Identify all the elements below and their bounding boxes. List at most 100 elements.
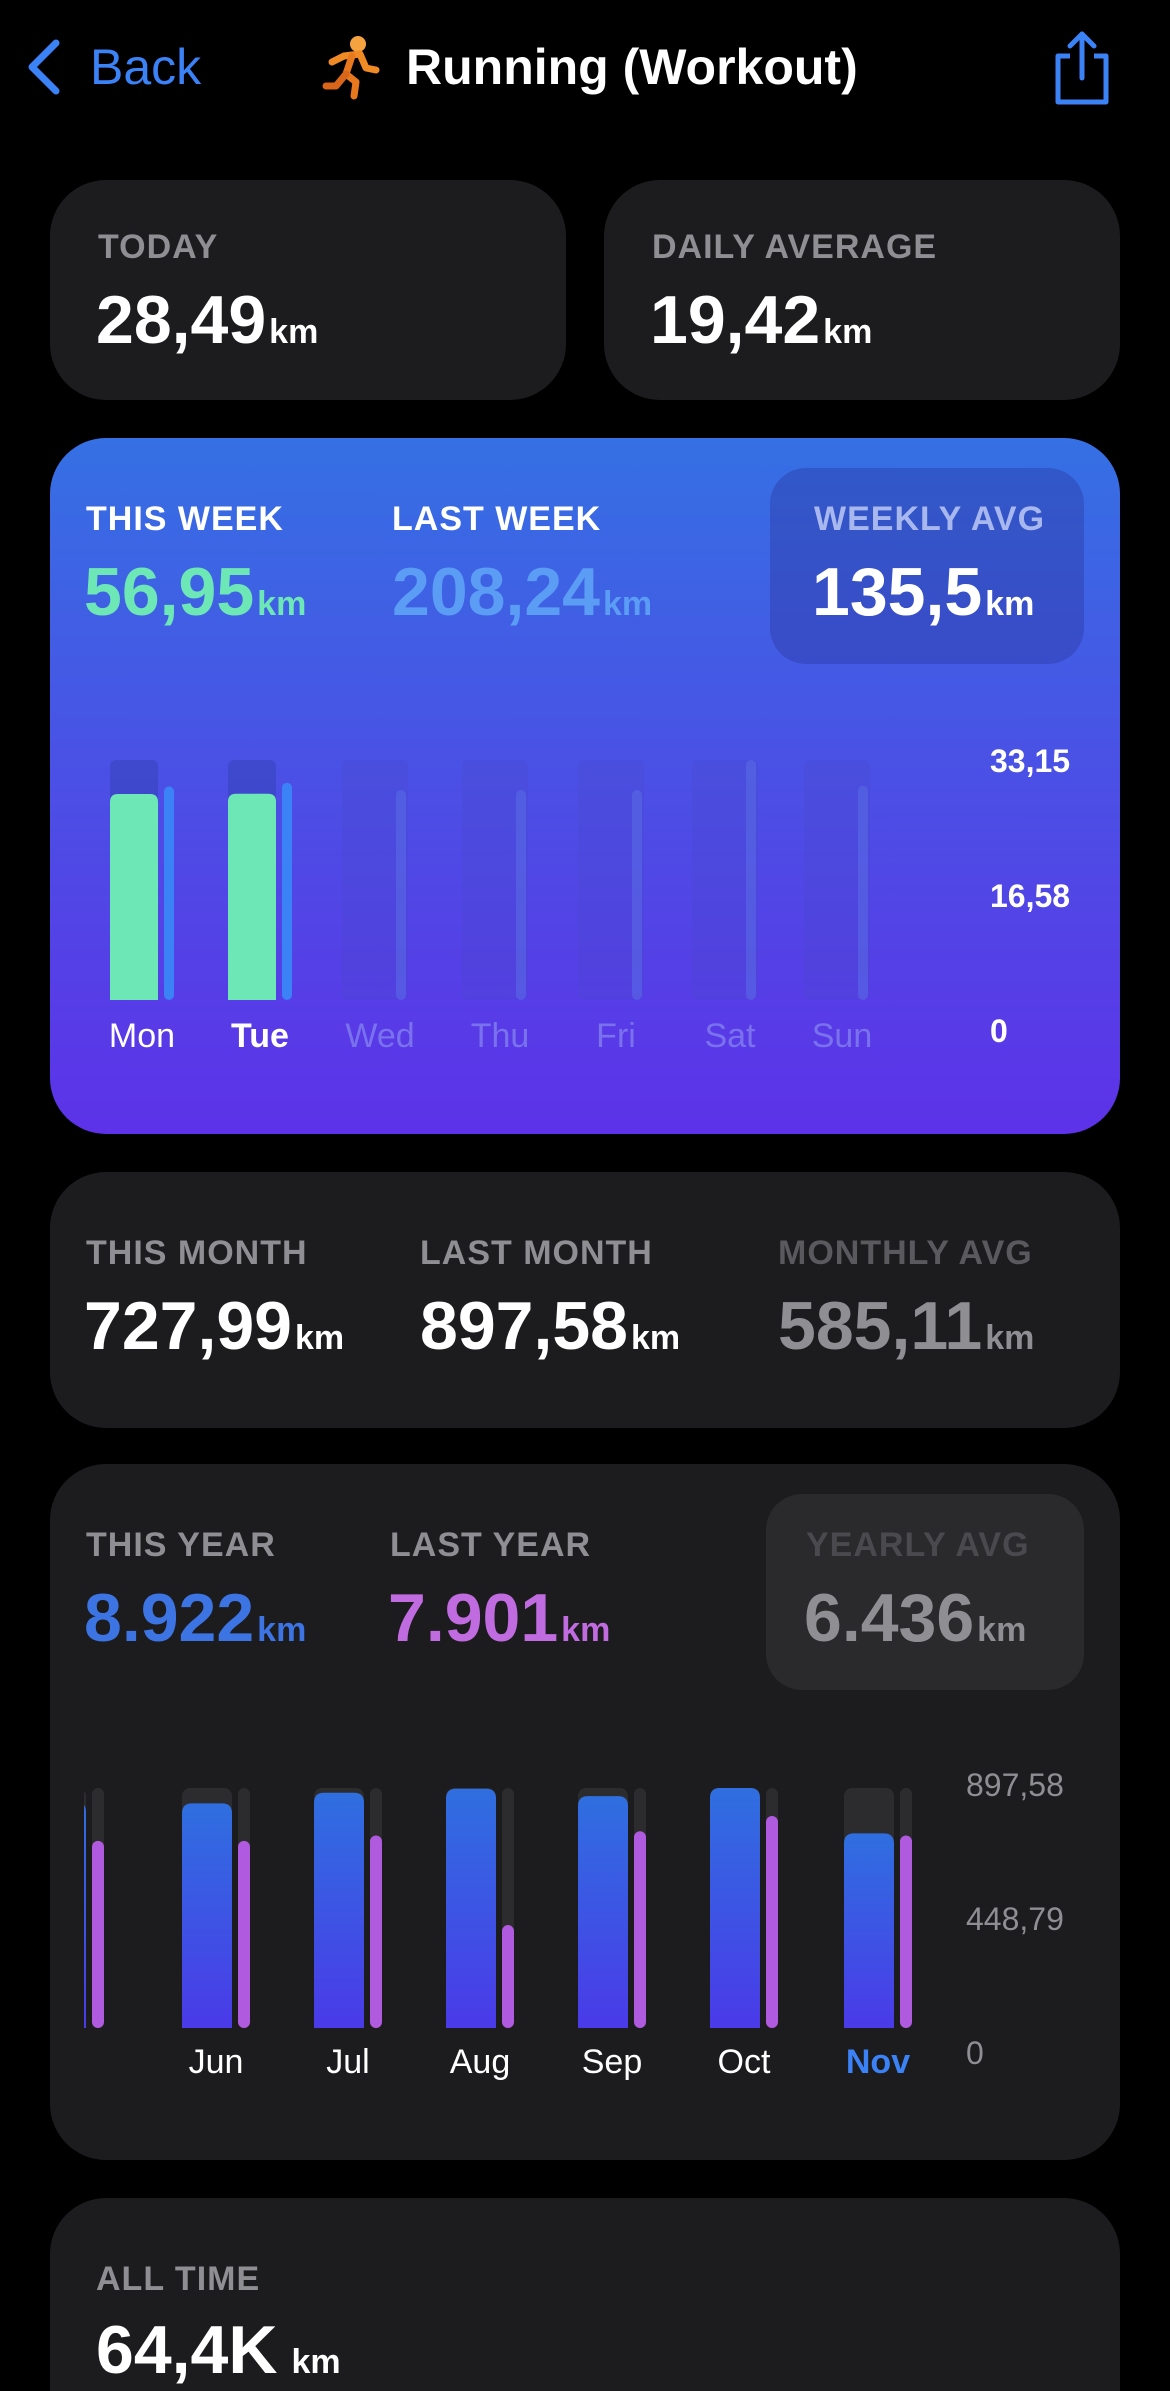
daily-average-unit: km: [823, 313, 873, 351]
week-label-sun: Sun: [812, 1017, 873, 1055]
last-year-bar-sep: [634, 1831, 646, 2028]
last-year-bar-nov: [900, 1835, 912, 2028]
this-year-bar-jul: [314, 1792, 364, 2028]
this-year-value: 8.922km: [84, 1584, 306, 1652]
yearly-avg-box: [766, 1494, 1084, 1690]
last-year-value: 7.901km: [388, 1584, 610, 1652]
weekly-avg-label: WEEKLY AVG: [814, 500, 1046, 538]
last-year-bar-oct: [766, 1815, 778, 2028]
last-month-label: LAST MONTH: [420, 1234, 653, 1272]
last-year-bar-jul: [370, 1835, 382, 2028]
week-label-tue: Tue: [231, 1017, 289, 1055]
last-week-label: LAST WEEK: [392, 500, 602, 538]
chevron-left-icon: [28, 39, 60, 95]
this-week-label: THIS WEEK: [86, 500, 284, 538]
daily-average-label: DAILY AVERAGE: [652, 228, 938, 266]
last-week-bar-fri: [632, 790, 642, 1000]
year-label-sep: Sep: [582, 2043, 643, 2081]
week-track-thu: [462, 760, 528, 1000]
back-label: Back: [90, 39, 202, 95]
week-y-tick: 33,15: [990, 743, 1070, 779]
this-year-bar-nov: [844, 1833, 894, 2028]
weekly-avg-value: 135,5km: [812, 558, 1034, 626]
monthly-avg-number: 585,11: [778, 1288, 983, 1364]
this-year-bar-aug: [446, 1788, 496, 2028]
yearly-bar-chart: ay Jun Jul Aug Sep Oct Nov 897,58 448,79 0: [50, 1767, 1064, 2081]
year-label-jul: Jul: [326, 2043, 369, 2081]
yearly-avg-unit: km: [977, 1611, 1027, 1649]
yearly-card[interactable]: THIS YEAR 8.922km LAST YEAR 7.901km YEAR…: [50, 1464, 1120, 2160]
all-time-card[interactable]: ALL TIME 64,4K km: [50, 2198, 1120, 2391]
week-label-mon: Mon: [109, 1017, 175, 1055]
week-track-fri: [578, 760, 644, 1000]
monthly-avg-unit: km: [985, 1319, 1035, 1357]
last-week-bar-tue: [282, 782, 292, 1000]
year-label-oct: Oct: [718, 2043, 771, 2081]
last-week-number: 208,24: [392, 554, 600, 630]
this-month-value: 727,99km: [84, 1292, 344, 1360]
today-number: 28,49: [96, 282, 267, 358]
last-year-unit: km: [561, 1611, 611, 1649]
year-y-tick: 0: [966, 2035, 984, 2071]
year-label-jun: Jun: [189, 2043, 244, 2081]
this-year-bar-jun: [182, 1803, 232, 2028]
week-label-wed: Wed: [345, 1017, 414, 1055]
last-week-bar-sat: [746, 760, 756, 1000]
last-year-number: 7.901: [388, 1580, 559, 1656]
yearly-avg-number: 6.436: [804, 1580, 975, 1656]
daily-average-value: 19,42km: [650, 286, 872, 354]
this-week-bar-mon: [110, 793, 158, 1000]
this-year-unit: km: [257, 1611, 307, 1649]
this-year-bar-may: [84, 1805, 86, 2028]
all-time-number: 64,4K: [96, 2312, 278, 2388]
weekly-bar-chart: Mon Tue Wed Thu Fri Sat Sun 33,15 16,58 0: [109, 743, 1070, 1055]
all-time-label: ALL TIME: [96, 2260, 261, 2298]
week-y-tick: 16,58: [990, 878, 1070, 914]
running-figure-icon: [322, 36, 380, 100]
last-week-unit: km: [602, 585, 653, 623]
today-unit: km: [269, 313, 319, 351]
share-icon[interactable]: [1050, 28, 1114, 108]
last-year-bar-jun: [238, 1840, 250, 2028]
back-button[interactable]: Back: [24, 34, 201, 100]
week-label-sat: Sat: [704, 1017, 756, 1055]
weekly-avg-box: [770, 468, 1084, 664]
daily-average-card[interactable]: DAILY AVERAGE 19,42km: [604, 180, 1120, 400]
daily-average-number: 19,42: [650, 282, 821, 358]
weekly-avg-number: 135,5: [812, 554, 983, 630]
this-year-number: 8.922: [84, 1580, 255, 1656]
title-group: Running (Workout): [320, 34, 858, 100]
last-week-bar-mon: [164, 786, 174, 1000]
week-track-wed: [342, 760, 408, 1000]
last-week-value: 208,24km: [392, 558, 652, 626]
this-month-number: 727,99: [84, 1288, 292, 1364]
last-week-bar-wed: [396, 790, 406, 1000]
week-track-sat: [692, 760, 758, 1000]
weekly-card[interactable]: THIS WEEK 56,95km LAST WEEK 208,24km WEE…: [50, 438, 1120, 1134]
last-month-value: 897,58km: [420, 1292, 680, 1360]
year-y-tick: 897,58: [966, 1767, 1064, 1803]
this-week-value: 56,95km: [84, 558, 306, 626]
year-track-may: [84, 1790, 86, 2026]
week-track-sun: [804, 760, 870, 1000]
year-label-nov: Nov: [846, 2043, 910, 2081]
last-week-bar-thu: [516, 790, 526, 1000]
nav-header: Back Running (Workout): [0, 0, 1170, 140]
monthly-card[interactable]: THIS MONTH 727,99km LAST MONTH 897,58km …: [50, 1172, 1120, 1428]
page-title: Running (Workout): [406, 39, 858, 95]
last-year-label: LAST YEAR: [390, 1526, 592, 1564]
this-month-unit: km: [294, 1319, 345, 1357]
this-year-label: THIS YEAR: [86, 1526, 276, 1564]
week-label-fri: Fri: [596, 1017, 636, 1055]
this-week-unit: km: [257, 585, 307, 623]
this-month-label: THIS MONTH: [86, 1234, 308, 1272]
monthly-avg-value: 585,11km: [778, 1292, 1034, 1360]
today-card[interactable]: TODAY 28,49km: [50, 180, 566, 400]
year-label-may: ay: [50, 2043, 80, 2081]
week-label-thu: Thu: [471, 1017, 530, 1055]
last-week-bar-sun: [858, 785, 868, 1000]
today-label: TODAY: [98, 228, 219, 266]
all-time-unit: km: [291, 2343, 341, 2381]
year-label-aug: Aug: [450, 2043, 511, 2081]
week-y-tick: 0: [990, 1013, 1008, 1049]
